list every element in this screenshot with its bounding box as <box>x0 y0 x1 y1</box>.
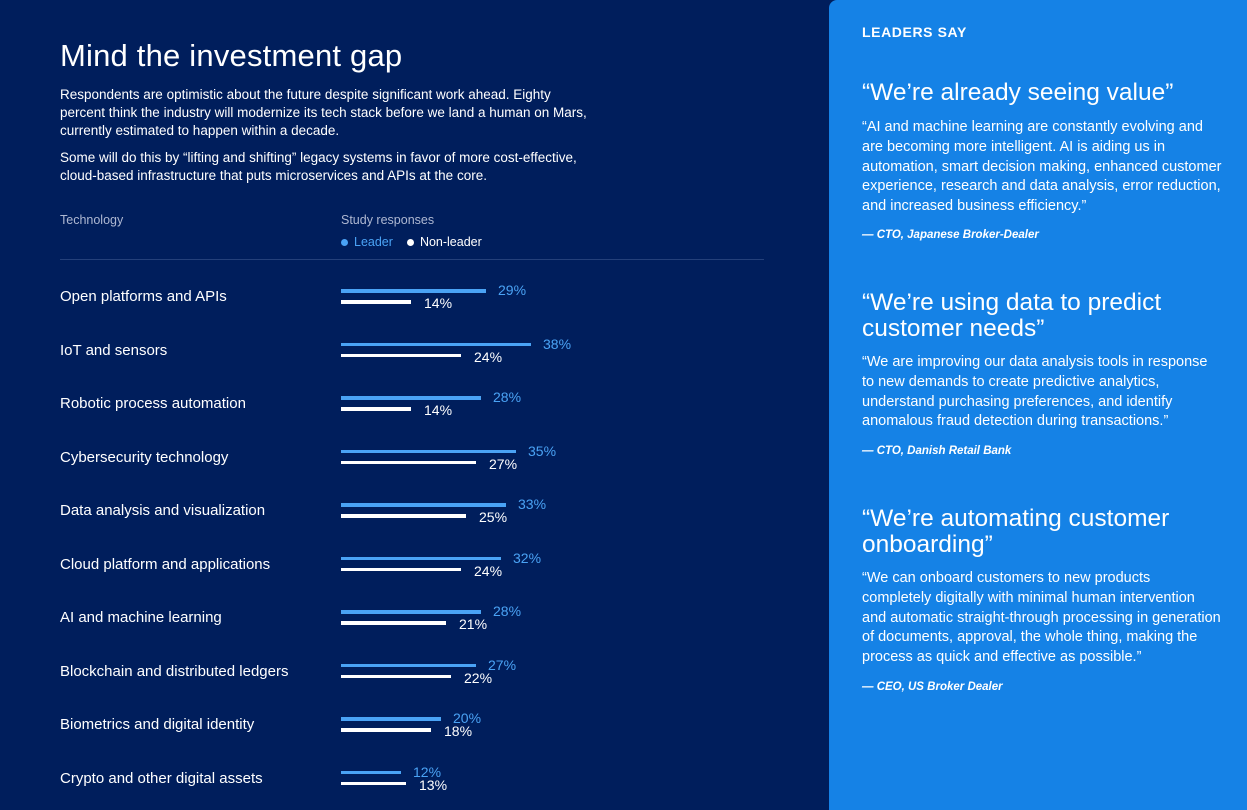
category-label: Crypto and other digital assets <box>60 769 263 787</box>
leader-legend-label: Leader <box>354 235 393 249</box>
non-leader-legend-label: Non-leader <box>419 235 482 249</box>
intro-paragraph-2: Some will do this by “lifting and shifti… <box>60 150 577 183</box>
non-leader-bar <box>341 567 461 571</box>
leader-value-label: 27% <box>488 656 517 673</box>
category-label: IoT and sensors <box>60 341 168 359</box>
leaders-say-panel <box>829 0 1247 810</box>
leader-value-label: 35% <box>528 442 557 459</box>
leader-value-label: 20% <box>453 710 482 726</box>
leader-bar <box>341 663 476 667</box>
non-leader-value-label: 27% <box>489 455 518 472</box>
non-leader-bar <box>341 621 446 625</box>
non-leader-legend-dot <box>406 238 414 246</box>
technology-column-header: Technology <box>60 213 124 227</box>
non-leader-value-label: 14% <box>424 295 453 311</box>
non-leader-bar <box>341 781 406 785</box>
non-leader-bar <box>341 300 411 304</box>
leader-legend-dot <box>341 238 348 246</box>
leader-bar <box>341 289 486 293</box>
leader-bar <box>341 610 481 614</box>
leader-value-label: 33% <box>518 496 547 512</box>
header-divider <box>60 259 764 260</box>
non-leader-value-label: 13% <box>419 776 448 793</box>
category-label: Cloud platform and applications <box>60 555 271 573</box>
quote-3-attribution: — CEO, US Broker Dealer <box>862 681 1003 693</box>
leader-value-label: 12% <box>413 763 442 780</box>
non-leader-bar <box>341 728 431 732</box>
leader-value-label: 29% <box>498 282 527 298</box>
study-responses-column-header: Study responses <box>341 213 435 227</box>
non-leader-bar <box>341 407 411 411</box>
non-leader-value-label: 21% <box>459 616 488 632</box>
leader-bar <box>341 556 501 560</box>
leader-bar <box>341 449 516 453</box>
quote-1-headline: “We’re already seeing value” <box>862 79 1174 106</box>
non-leader-value-label: 24% <box>474 348 503 365</box>
leader-bar <box>341 396 481 400</box>
chart-legend: Leader Non-leader <box>341 235 482 249</box>
non-leader-bar <box>341 674 451 678</box>
leader-bar <box>341 717 441 721</box>
quote-2-body: “We are improving our data analysis tool… <box>862 354 1208 430</box>
quote-3-headline: “We’re automating customer onboarding” <box>862 505 1170 558</box>
non-leader-value-label: 18% <box>444 723 473 739</box>
category-label: Open platforms and APIs <box>60 288 227 305</box>
category-label: Blockchain and distributed ledgers <box>60 662 289 680</box>
non-leader-value-label: 24% <box>474 562 503 579</box>
leaders-say-heading: LEADERS SAY <box>862 24 967 40</box>
quote-2-attribution: — CTO, Danish Retail Bank <box>862 445 1012 457</box>
category-label: Robotic process automation <box>60 395 246 412</box>
category-label: Cybersecurity technology <box>60 448 229 466</box>
non-leader-bar <box>341 460 476 464</box>
non-leader-value-label: 25% <box>479 509 508 525</box>
category-label: AI and machine learning <box>60 609 222 626</box>
leader-value-label: 38% <box>543 335 572 352</box>
leader-value-label: 32% <box>513 549 542 566</box>
page-title: Mind the investment gap <box>60 38 403 73</box>
quote-2-headline: “We’re using data to predict customer ne… <box>862 289 1162 342</box>
intro-paragraph-1: Respondents are optimistic about the fut… <box>60 87 587 138</box>
non-leader-value-label: 22% <box>464 669 493 686</box>
leader-bar <box>341 342 531 346</box>
leader-value-label: 28% <box>493 603 522 619</box>
quote-1-attribution: — CTO, Japanese Broker-Dealer <box>862 229 1039 241</box>
leader-bar <box>341 503 506 507</box>
quote-3-body: “We can onboard customers to new product… <box>862 570 1221 666</box>
non-leader-bar <box>341 514 466 518</box>
category-label: Data analysis and visualization <box>60 502 266 519</box>
leader-bar <box>341 770 401 774</box>
quote-1-body: “AI and machine learning are constantly … <box>862 119 1222 215</box>
category-label: Biometrics and digital identity <box>60 716 255 733</box>
non-leader-bar <box>341 353 461 357</box>
non-leader-value-label: 14% <box>424 402 453 418</box>
leader-value-label: 28% <box>493 389 522 405</box>
